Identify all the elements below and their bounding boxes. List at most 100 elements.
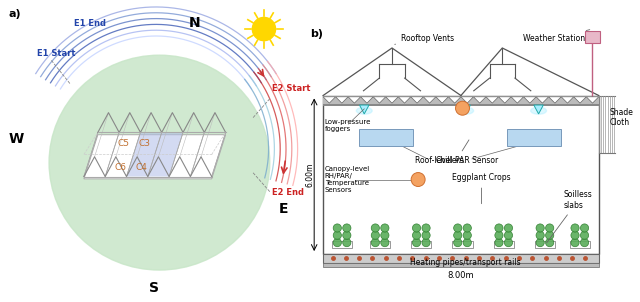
Circle shape: [571, 231, 579, 239]
Text: S: S: [148, 281, 159, 295]
Polygon shape: [423, 97, 436, 103]
Polygon shape: [398, 97, 411, 103]
Text: Eggplant Crops: Eggplant Crops: [452, 173, 511, 204]
Circle shape: [381, 224, 389, 232]
Circle shape: [580, 239, 589, 247]
Text: Heating pipes/transport rails: Heating pipes/transport rails: [410, 259, 521, 267]
Bar: [370, 241, 390, 248]
Text: a): a): [8, 9, 21, 19]
Circle shape: [571, 224, 579, 232]
Polygon shape: [561, 97, 573, 103]
Circle shape: [381, 239, 389, 247]
Bar: [507, 129, 561, 146]
Bar: [323, 95, 599, 254]
Polygon shape: [449, 97, 461, 103]
Polygon shape: [348, 97, 361, 103]
Text: Shade
Cloth: Shade Cloth: [610, 108, 634, 127]
Text: b): b): [310, 29, 323, 39]
Circle shape: [454, 231, 462, 239]
Text: Rooftop Vents: Rooftop Vents: [395, 34, 454, 44]
Circle shape: [412, 231, 420, 239]
Circle shape: [412, 239, 420, 247]
Circle shape: [504, 231, 513, 239]
Polygon shape: [84, 135, 226, 179]
Circle shape: [463, 239, 472, 247]
Polygon shape: [127, 132, 162, 177]
Polygon shape: [361, 97, 373, 103]
Circle shape: [456, 101, 470, 115]
Polygon shape: [411, 97, 423, 103]
Circle shape: [536, 239, 544, 247]
Circle shape: [342, 231, 351, 239]
Text: Chillers: Chillers: [435, 156, 464, 165]
Text: W: W: [9, 132, 24, 146]
Text: E2 Start: E2 Start: [272, 84, 310, 93]
Circle shape: [495, 224, 503, 232]
Bar: [493, 241, 514, 248]
Circle shape: [580, 224, 589, 232]
Circle shape: [545, 239, 554, 247]
Circle shape: [545, 224, 554, 232]
Ellipse shape: [356, 107, 372, 114]
Text: C4: C4: [136, 163, 147, 172]
Circle shape: [371, 239, 380, 247]
Circle shape: [571, 239, 579, 247]
Polygon shape: [436, 97, 449, 103]
Circle shape: [333, 239, 341, 247]
Text: C3: C3: [139, 140, 151, 148]
Text: Roof-level PAR Sensor: Roof-level PAR Sensor: [415, 140, 498, 165]
Polygon shape: [536, 97, 548, 103]
Polygon shape: [335, 97, 348, 103]
Circle shape: [422, 231, 430, 239]
Text: E2 End: E2 End: [272, 188, 304, 197]
Bar: [323, 104, 599, 106]
Polygon shape: [499, 97, 511, 103]
Text: C6: C6: [114, 163, 126, 172]
Text: 6.00m: 6.00m: [305, 162, 314, 187]
Text: Soilless
slabs: Soilless slabs: [547, 191, 593, 243]
Circle shape: [381, 231, 389, 239]
Text: N: N: [188, 16, 200, 30]
Text: E1 End: E1 End: [74, 18, 106, 27]
Bar: [535, 241, 555, 248]
Circle shape: [333, 224, 341, 232]
Polygon shape: [360, 105, 369, 114]
Polygon shape: [534, 105, 543, 114]
Circle shape: [342, 224, 351, 232]
Text: Low-pressure
foggers: Low-pressure foggers: [324, 119, 371, 132]
Text: Canopy-level
RH/PAR/
Temperature
Sensors: Canopy-level RH/PAR/ Temperature Sensors: [324, 166, 370, 193]
Polygon shape: [548, 97, 561, 103]
Bar: [323, 95, 599, 104]
Circle shape: [545, 231, 554, 239]
Bar: [452, 241, 473, 248]
Circle shape: [412, 224, 420, 232]
Text: Weather Station: Weather Station: [524, 30, 590, 43]
Circle shape: [463, 231, 472, 239]
Circle shape: [536, 224, 544, 232]
Circle shape: [454, 239, 462, 247]
Circle shape: [342, 239, 351, 247]
Circle shape: [371, 224, 380, 232]
Bar: [570, 241, 590, 248]
Bar: [360, 129, 413, 146]
Text: E1 Start: E1 Start: [38, 49, 76, 58]
Text: E: E: [279, 202, 289, 216]
Polygon shape: [474, 97, 486, 103]
Circle shape: [454, 224, 462, 232]
Text: C5: C5: [118, 140, 129, 148]
Bar: [323, 263, 599, 267]
Circle shape: [422, 239, 430, 247]
Circle shape: [495, 231, 503, 239]
Circle shape: [371, 231, 380, 239]
Polygon shape: [386, 97, 398, 103]
Circle shape: [463, 224, 472, 232]
Circle shape: [504, 224, 513, 232]
Bar: [586, 31, 600, 43]
Circle shape: [333, 231, 341, 239]
Polygon shape: [148, 132, 183, 177]
Ellipse shape: [458, 107, 474, 114]
Circle shape: [495, 239, 503, 247]
Bar: [411, 241, 431, 248]
Polygon shape: [573, 97, 586, 103]
Polygon shape: [323, 97, 335, 103]
